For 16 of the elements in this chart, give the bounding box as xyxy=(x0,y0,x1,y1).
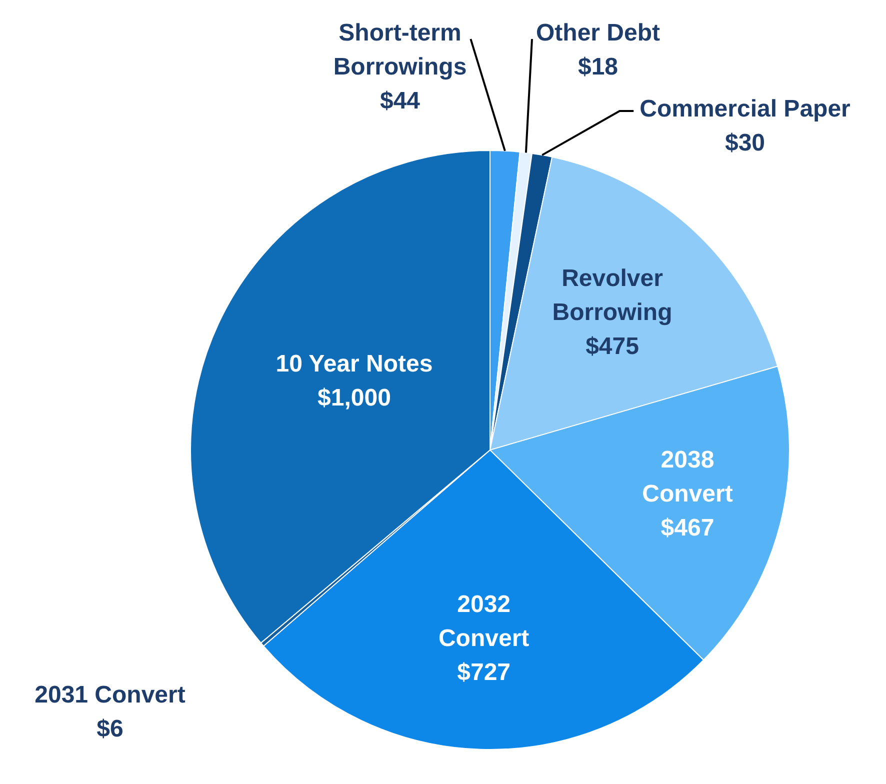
slice-label: 2038 Convert xyxy=(642,446,733,508)
data-label: $727 xyxy=(457,659,511,686)
data-label: $467 xyxy=(660,514,714,542)
slice-label: Short-term Borrowings xyxy=(333,20,467,81)
slice-label: 2031 Convert xyxy=(34,682,186,709)
data-label: $44 xyxy=(380,88,421,115)
data-label: $6 xyxy=(96,716,124,743)
slice-label: 2032 Convert xyxy=(438,591,530,652)
slice-label: Other Debt xyxy=(536,20,660,47)
slice-label: Revolver Borrowing xyxy=(552,264,672,326)
data-label: $475 xyxy=(586,332,639,360)
slice-label: Commercial Paper xyxy=(640,96,850,123)
slice-label: 10 Year Notes xyxy=(276,350,433,378)
data-label: $18 xyxy=(578,54,618,81)
data-label: $30 xyxy=(724,130,766,157)
data-label: $1,000 xyxy=(318,384,391,412)
